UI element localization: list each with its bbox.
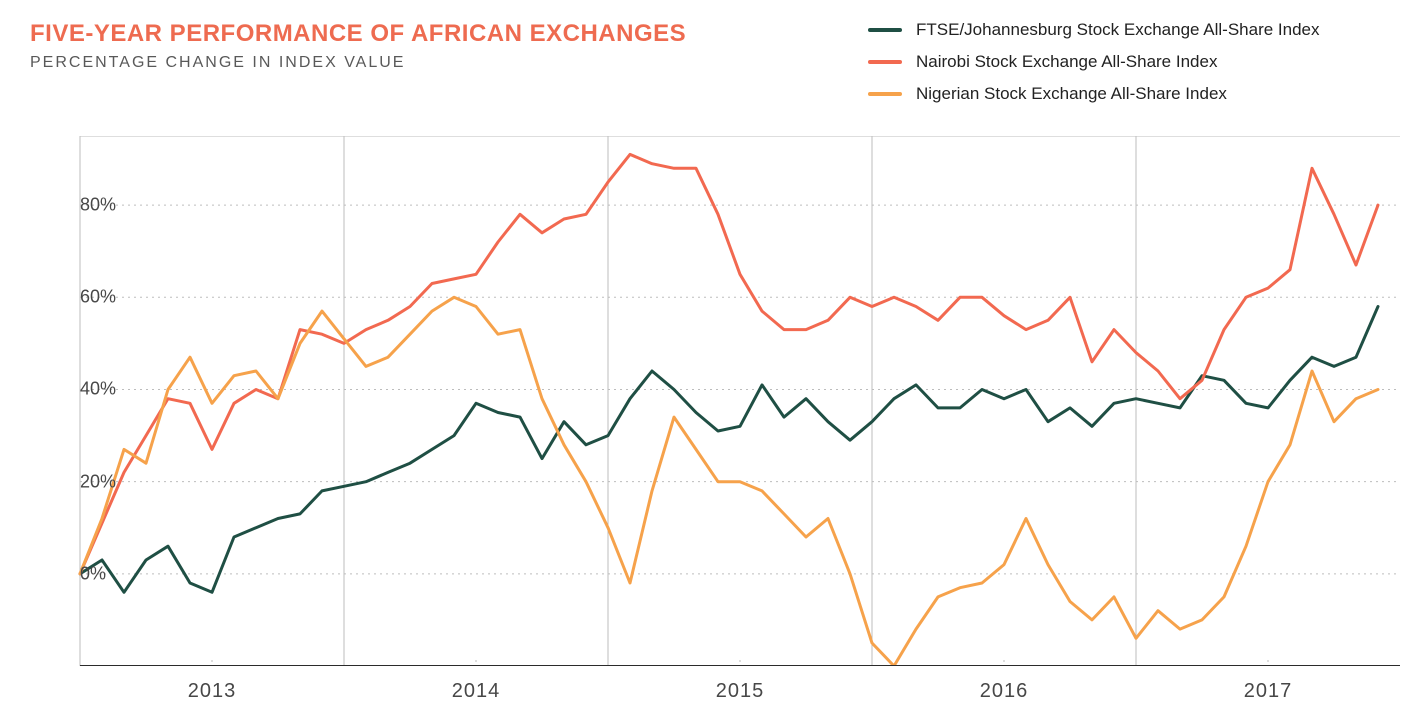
series-line	[80, 297, 1378, 666]
legend-label: FTSE/Johannesburg Stock Exchange All-Sha…	[916, 20, 1320, 40]
chart-plot-area: 0%20%40%60%80%20132014201520162017	[30, 136, 1400, 666]
legend-item: Nairobi Stock Exchange All-Share Index	[868, 52, 1388, 72]
series-line	[80, 307, 1378, 593]
legend: FTSE/Johannesburg Stock Exchange All-Sha…	[868, 20, 1388, 116]
header: FIVE-YEAR PERFORMANCE OF AFRICAN EXCHANG…	[30, 20, 1388, 116]
legend-label: Nairobi Stock Exchange All-Share Index	[916, 52, 1217, 72]
y-tick-label: 0%	[80, 563, 88, 584]
x-tick-label: 2016	[980, 666, 1029, 703]
legend-item: FTSE/Johannesburg Stock Exchange All-Sha…	[868, 20, 1388, 40]
legend-swatch	[868, 92, 902, 96]
y-tick-label: 60%	[80, 287, 88, 308]
chart-svg	[30, 136, 1400, 666]
x-tick-label: 2015	[716, 666, 765, 703]
legend-swatch	[868, 28, 902, 32]
x-tick-label: 2017	[1244, 666, 1293, 703]
x-tick-label: 2014	[452, 666, 501, 703]
titles-block: FIVE-YEAR PERFORMANCE OF AFRICAN EXCHANG…	[30, 20, 868, 72]
y-tick-label: 40%	[80, 379, 88, 400]
legend-label: Nigerian Stock Exchange All-Share Index	[916, 84, 1227, 104]
chart-title: FIVE-YEAR PERFORMANCE OF AFRICAN EXCHANG…	[30, 20, 868, 48]
chart-container: FIVE-YEAR PERFORMANCE OF AFRICAN EXCHANG…	[0, 0, 1418, 721]
y-tick-label: 80%	[80, 195, 88, 216]
series-line	[80, 154, 1378, 573]
legend-item: Nigerian Stock Exchange All-Share Index	[868, 84, 1388, 104]
x-tick-label: 2013	[188, 666, 237, 703]
chart-subtitle: PERCENTAGE CHANGE IN INDEX VALUE	[30, 54, 868, 72]
y-tick-label: 20%	[80, 471, 88, 492]
legend-swatch	[868, 60, 902, 64]
